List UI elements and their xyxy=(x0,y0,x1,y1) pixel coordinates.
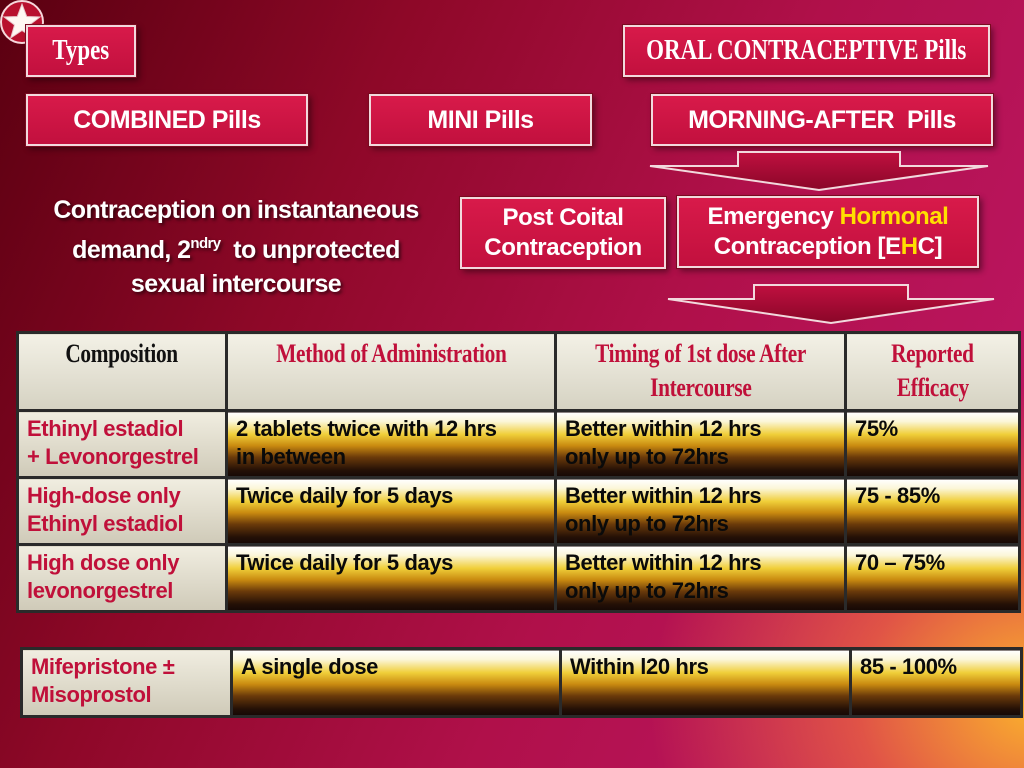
header-efficacy: Reported Efficacy xyxy=(844,331,1021,412)
table-row: Mifepristone ± Misoprostol A single dose … xyxy=(20,647,1023,718)
composition-cell: High-dose only Ethinyl estadiol xyxy=(16,476,228,546)
ehc-line-2a: Contraception [E xyxy=(713,233,901,260)
method-cell: Twice daily for 5 days xyxy=(225,543,557,613)
post-coital-line-1: Post Coital xyxy=(502,204,624,231)
lead-line-2b: to unprotected xyxy=(220,236,400,264)
post-coital-box: Post Coital Contraception xyxy=(460,197,666,269)
lead-line-2: demand, 2ndry to unprotected xyxy=(20,227,452,267)
lead-line-1: Contraception on instantaneous xyxy=(53,196,419,224)
timing-cell: Better within 12 hrs only up to 72hrs xyxy=(554,409,847,479)
ec-regimen-table: Composition Method of Administration Tim… xyxy=(16,331,1021,613)
efficacy-cell: 75 - 85% xyxy=(844,476,1021,546)
morning-after-pills-box: MORNING-AFTER Pills xyxy=(651,94,993,146)
down-arrow-icon xyxy=(649,151,989,192)
combined-pills-label: COMBINED Pills xyxy=(73,105,261,134)
morning-after-pills-label: MORNING-AFTER Pills xyxy=(688,105,956,134)
timing-cell: Within l20 hrs xyxy=(559,647,852,718)
lead-superscript: ndry xyxy=(190,235,221,252)
ehc-line-2c: C] xyxy=(917,233,943,260)
timing-cell: Better within 12 hrs only up to 72hrs xyxy=(554,543,847,613)
method-cell: 2 tablets twice with 12 hrs in between xyxy=(225,409,557,479)
method-cell: A single dose xyxy=(230,647,562,718)
ehc-box: Emergency Hormonal Contraception [EHC] xyxy=(677,196,979,268)
table-row: High-dose only Ethinyl estadiol Twice dai… xyxy=(16,476,1021,546)
mini-pills-box: MINI Pills xyxy=(369,94,592,146)
header-method: Method of Administration xyxy=(225,331,557,412)
page-title: ORAL CONTRACEPTIVE Pills xyxy=(646,35,967,66)
post-coital-line-2: Contraception xyxy=(484,234,642,261)
efficacy-cell: 85 - 100% xyxy=(849,647,1023,718)
types-label-box: Types xyxy=(26,25,136,77)
ehc-line-1: Emergency Hormonal xyxy=(708,202,949,232)
composition-cell: Mifepristone ± Misoprostol xyxy=(20,647,233,718)
header-composition: Composition xyxy=(16,331,228,412)
types-label: Types xyxy=(52,35,110,66)
composition-cell: Ethinyl estadiol + Levonorgestrel xyxy=(16,409,228,479)
table-row: High dose only levonorgestrel Twice daily… xyxy=(16,543,1021,613)
page-title-box: ORAL CONTRACEPTIVE Pills xyxy=(623,25,990,77)
table-row: Ethinyl estadiol + Levonorgestrel 2 table… xyxy=(16,409,1021,479)
lead-line-3: sexual intercourse xyxy=(130,270,342,298)
ehc-line-2: Contraception [EHC] xyxy=(713,232,943,262)
table-header-row: Composition Method of Administration Tim… xyxy=(16,331,1021,412)
method-cell: Twice daily for 5 days xyxy=(225,476,557,546)
ehc-line-1a: Emergency xyxy=(707,203,840,230)
composition-cell: High dose only levonorgestrel xyxy=(16,543,228,613)
ehc-hormonal: Hormonal xyxy=(839,203,949,230)
header-timing: Timing of 1st dose After Intercourse xyxy=(554,331,847,412)
efficacy-cell: 75% xyxy=(844,409,1021,479)
combined-pills-box: COMBINED Pills xyxy=(26,94,308,146)
timing-cell: Better within 12 hrs only up to 72hrs xyxy=(554,476,847,546)
lead-line-2a: demand, 2 xyxy=(72,236,191,264)
efficacy-cell: 70 – 75% xyxy=(844,543,1021,613)
down-arrow-icon xyxy=(667,284,995,325)
mifepristone-table: Mifepristone ± Misoprostol A single dose … xyxy=(20,647,1023,718)
lead-text: Contraception on instantaneous demand, 2… xyxy=(20,193,452,301)
ehc-h: H xyxy=(900,233,918,260)
mini-pills-label: MINI Pills xyxy=(427,105,534,134)
